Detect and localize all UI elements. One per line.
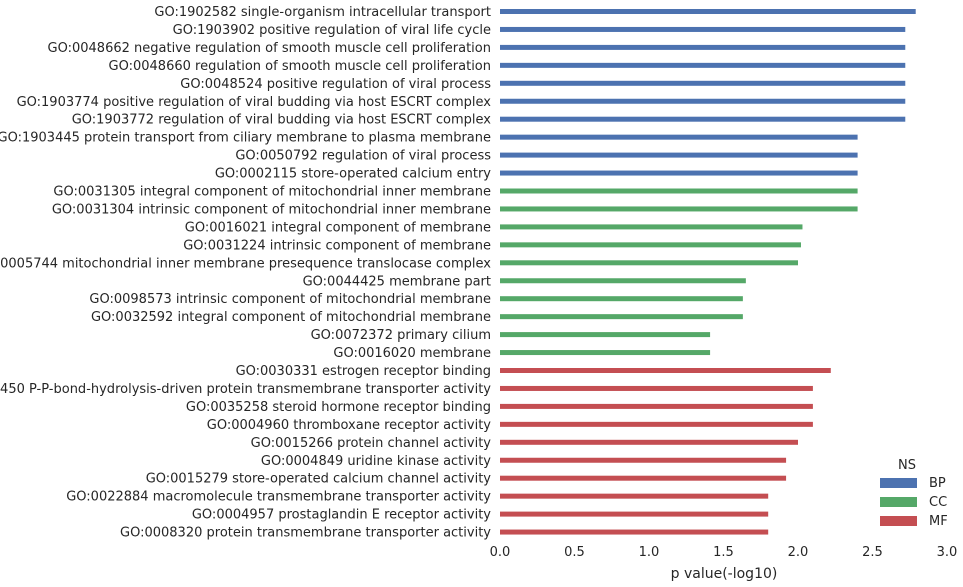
bar-6: [500, 98, 906, 104]
legend-swatch-bp: [880, 478, 917, 488]
bar-12: [500, 206, 858, 212]
category-label-9: GO:0050792 regulation of viral process: [235, 149, 491, 164]
category-label-26: GO:0004849 uridine kinase activity: [261, 454, 491, 469]
category-label-3: GO:0048662 negative regulation of smooth…: [48, 41, 491, 56]
bar-25: [500, 439, 798, 445]
category-label-25: GO:0015266 protein channel activity: [251, 436, 492, 451]
bar-30: [500, 529, 769, 535]
category-label-29: GO:0004957 prostaglandin E receptor acti…: [192, 508, 491, 523]
category-label-4: GO:0048660 regulation of smooth muscle c…: [109, 59, 491, 74]
bar-19: [500, 332, 711, 338]
legend-label-cc: CC: [929, 495, 947, 510]
category-label-13: GO:0016021 integral component of membran…: [185, 220, 491, 235]
legend: NS BP CC MF: [880, 458, 948, 529]
bar-2: [500, 26, 906, 32]
bar-24: [500, 421, 813, 427]
category-label-1: GO:1902582 single-organism intracellular…: [154, 5, 491, 20]
bar-13: [500, 224, 803, 230]
x-tick-label-7: 3.0: [937, 545, 958, 560]
category-label-14: GO:0031224 intrinsic component of membra…: [183, 238, 491, 253]
bar-9: [500, 152, 858, 158]
x-axis-title: p value(-log10): [671, 566, 778, 582]
bars-group: [500, 9, 916, 535]
legend-label-bp: BP: [929, 476, 946, 491]
x-tick-label-3: 1.0: [639, 545, 660, 560]
bar-20: [500, 350, 711, 356]
bar-22: [500, 385, 813, 391]
category-label-6: GO:1903774 positive regulation of viral …: [17, 95, 492, 110]
x-tick-label-6: 2.5: [862, 545, 883, 560]
category-label-15: GO:0005744 mitochondrial inner membrane …: [0, 256, 491, 271]
bar-17: [500, 296, 743, 302]
bar-4: [500, 62, 906, 68]
category-label-18: GO:0032592 integral component of mitocho…: [91, 310, 491, 325]
category-label-22: GO:0015450 P-P-bond-hydrolysis-driven pr…: [0, 382, 491, 397]
bar-21: [500, 368, 831, 373]
x-tick-label-4: 1.5: [713, 545, 734, 560]
category-label-21: GO:0030331 estrogen receptor binding: [236, 364, 491, 379]
bar-15: [500, 260, 798, 266]
category-label-19: GO:0072372 primary cilium: [311, 328, 491, 343]
category-label-24: GO:0004960 thromboxane receptor activity: [207, 418, 492, 433]
category-label-8: GO:1903445 protein transport from ciliar…: [0, 131, 491, 146]
category-label-11: GO:0031305 integral component of mitocho…: [53, 185, 491, 200]
category-label-5: GO:0048524 positive regulation of viral …: [180, 77, 491, 92]
x-tick-label-1: 0.0: [490, 545, 511, 560]
bar-28: [500, 493, 769, 499]
legend-swatch-cc: [880, 497, 917, 507]
bar-10: [500, 170, 858, 176]
bar-27: [500, 475, 787, 481]
category-labels-group: GO:1902582 single-organism intracellular…: [0, 5, 491, 541]
x-tick-labels-group: 0.0 0.5 1.0 1.5 2.0 2.5 3.0: [490, 545, 958, 560]
bar-7: [500, 116, 906, 122]
legend-title: NS: [898, 458, 916, 473]
category-label-2: GO:1903902 positive regulation of viral …: [173, 23, 491, 38]
bar-14: [500, 242, 801, 248]
category-label-16: GO:0044425 membrane part: [303, 274, 491, 289]
category-label-20: GO:0016020 membrane: [333, 346, 491, 361]
category-label-17: GO:0098573 intrinsic component of mitoch…: [89, 292, 491, 307]
bar-16: [500, 278, 746, 284]
bar-26: [500, 457, 787, 463]
bar-3: [500, 44, 906, 50]
bar-11: [500, 188, 858, 194]
category-label-27: GO:0015279 store-operated calcium channe…: [146, 472, 492, 487]
x-tick-label-2: 0.5: [564, 545, 585, 560]
bar-18: [500, 314, 743, 320]
legend-swatch-mf: [880, 516, 917, 526]
category-label-23: GO:0035258 steroid hormone receptor bind…: [186, 400, 491, 415]
category-label-28: GO:0022884 macromolecule transmembrane t…: [66, 490, 491, 505]
category-label-7: GO:1903772 regulation of viral budding v…: [72, 113, 492, 128]
bar-29: [500, 511, 769, 517]
category-label-12: GO:0031304 intrinsic component of mitoch…: [52, 202, 491, 217]
bar-8: [500, 134, 858, 140]
bar-1: [500, 9, 916, 14]
bar-5: [500, 80, 906, 86]
category-label-10: GO:0002115 store-operated calcium entry: [215, 167, 491, 182]
bar-23: [500, 403, 813, 409]
category-label-30: GO:0008320 protein transmembrane transpo…: [120, 526, 491, 541]
legend-label-mf: MF: [929, 514, 948, 529]
x-tick-label-5: 2.0: [788, 545, 809, 560]
